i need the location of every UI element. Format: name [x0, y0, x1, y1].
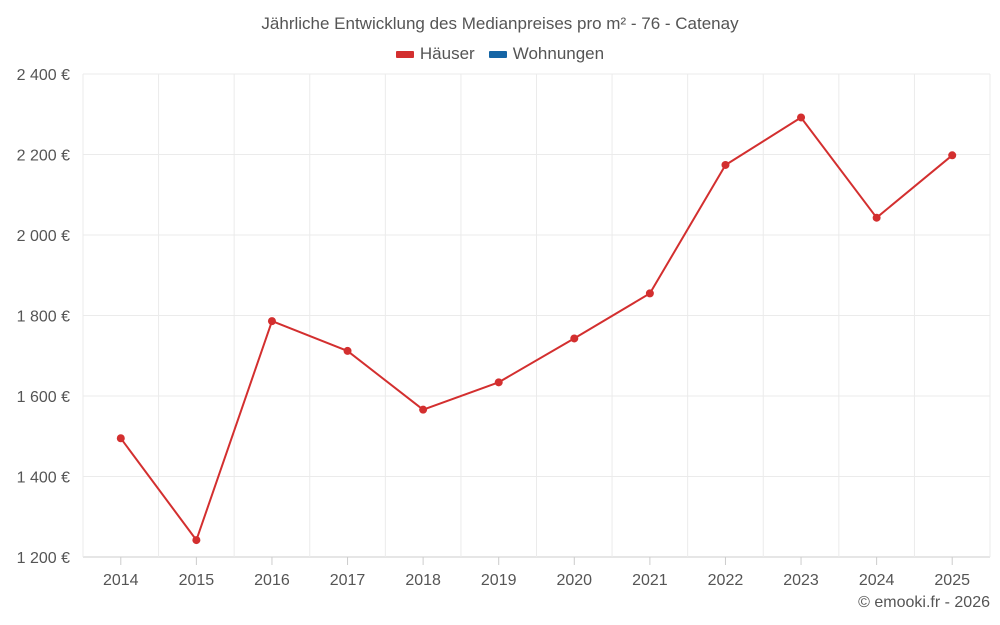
series	[116, 113, 957, 545]
data-point	[192, 536, 201, 545]
axes: 1 200 € 1 400 € 1 600 € 1 800 € 2 000 € 2 200…	[17, 67, 970, 589]
x-tick-label: 2025	[934, 572, 970, 589]
data-point	[343, 346, 352, 355]
data-point	[419, 405, 428, 414]
y-tick-label: 1 800 €	[17, 309, 70, 326]
data-point	[570, 334, 579, 343]
x-tick-label: 2017	[330, 572, 366, 589]
x-tick-label: 2022	[708, 572, 744, 589]
legend: Häuser Wohnungen	[0, 44, 1000, 64]
y-tick-label: 2 400 €	[17, 67, 70, 84]
x-tick-label: 2024	[859, 572, 895, 589]
data-point	[494, 378, 503, 387]
x-tick-label: 2021	[632, 572, 668, 589]
y-tick-label: 2 200 €	[17, 148, 70, 165]
legend-item-haeuser[interactable]: Häuser	[395, 44, 475, 64]
y-tick-label: 1 600 €	[17, 389, 70, 406]
x-tick-label: 2015	[179, 572, 215, 589]
y-tick-label: 1 400 €	[17, 470, 70, 487]
credit-text: © emooki.fr - 2026	[858, 594, 990, 611]
legend-item-wohnungen[interactable]: Wohnungen	[488, 44, 605, 64]
data-point	[721, 160, 730, 169]
data-point	[797, 113, 806, 122]
series-line-haeuser	[119, 116, 953, 542]
x-tick-label: 2020	[556, 572, 592, 589]
legend-label-haeuser: Häuser	[419, 44, 475, 63]
legend-swatch-wohnungen	[488, 50, 507, 58]
data-point	[872, 213, 881, 222]
x-tick-label: 2023	[783, 572, 819, 589]
chart-title: Jährliche Entwicklung des Medianpreises …	[261, 14, 739, 33]
x-tick-label: 2018	[405, 572, 441, 589]
legend-label-wohnungen: Wohnungen	[512, 44, 605, 63]
data-point	[948, 151, 957, 160]
legend-swatch-haeuser	[395, 50, 414, 58]
y-tick-label: 1 200 €	[17, 550, 70, 567]
y-tick-label: 2 000 €	[17, 228, 70, 245]
x-tick-label: 2019	[481, 572, 517, 589]
x-tick-label: 2016	[254, 572, 290, 589]
x-tick-label: 2014	[103, 572, 139, 589]
grid	[82, 73, 991, 558]
data-point	[116, 434, 125, 443]
data-point	[645, 289, 654, 298]
data-point	[267, 317, 276, 326]
